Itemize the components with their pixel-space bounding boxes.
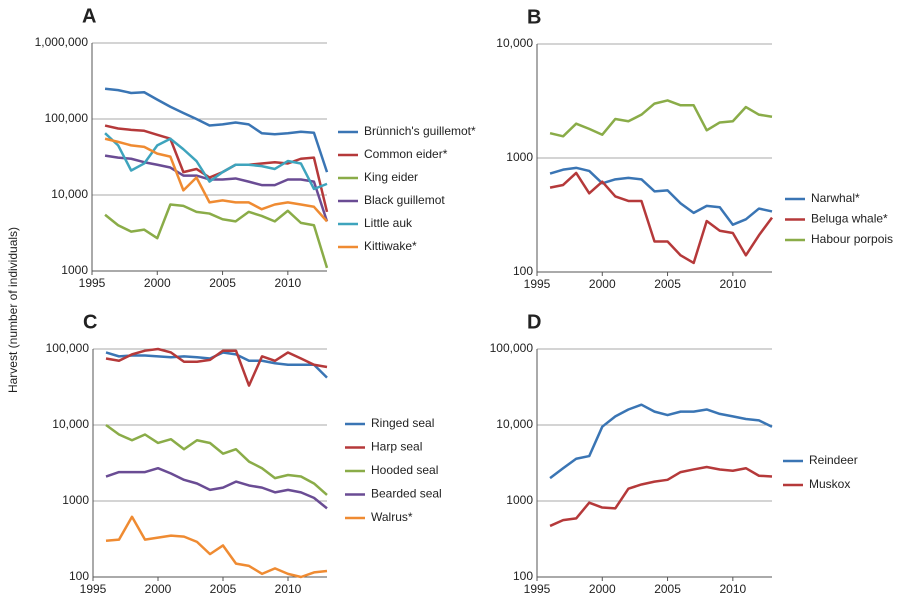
x-tick-label: 2010	[274, 276, 301, 290]
line	[549, 403, 773, 480]
legend-label: Black guillemot	[364, 193, 445, 207]
panel-label: B	[527, 6, 541, 28]
y-tick-label: 10,000	[51, 187, 88, 201]
y-tick-label: 1000	[506, 493, 533, 507]
legend-label: Ringed seal	[371, 416, 434, 430]
y-tick-label: 1,000,000	[35, 35, 89, 49]
legend-label: Brünnich's guillemot*	[364, 124, 476, 138]
y-tick-label: 100,000	[45, 111, 89, 125]
x-tick-label: 2010	[719, 277, 746, 291]
line	[549, 99, 773, 138]
line	[104, 137, 328, 223]
y-tick-label: 100	[69, 569, 89, 583]
legend-label: Harp seal	[371, 440, 422, 454]
line	[105, 515, 328, 579]
x-tick-label: 2005	[654, 582, 681, 596]
legend-label: Muskox	[809, 477, 850, 491]
x-tick-label: 1995	[524, 277, 551, 291]
legend-label: Narwhal*	[811, 191, 860, 205]
legend-label: Beluga whale*	[811, 212, 888, 226]
x-tick-label: 2010	[719, 582, 746, 596]
y-axis-label: Harvest (number of individuals)	[6, 227, 20, 393]
x-tick-label: 2000	[145, 582, 172, 596]
y-tick-label: 1000	[62, 493, 89, 507]
line	[105, 466, 328, 510]
legend-label: Common eider*	[364, 147, 448, 161]
line	[104, 154, 329, 222]
legend-label: Hooded seal	[371, 463, 438, 477]
y-tick-label: 10,000	[52, 417, 89, 431]
x-tick-label: 2010	[275, 582, 302, 596]
line	[549, 465, 773, 528]
x-tick-label: 2000	[589, 582, 616, 596]
x-tick-label: 1995	[524, 582, 551, 596]
y-tick-label: 100,000	[46, 341, 90, 355]
legend-label: Kittiwake*	[364, 239, 417, 253]
x-tick-label: 2005	[209, 276, 236, 290]
y-tick-label: 10,000	[496, 36, 533, 50]
line	[104, 87, 329, 173]
panel-label: A	[82, 5, 96, 27]
legend-label: Little auk	[364, 216, 413, 230]
legend-label: King eider	[364, 170, 418, 184]
x-tick-label: 1995	[79, 276, 106, 290]
legend-label: Reindeer	[809, 453, 858, 467]
line	[105, 423, 328, 496]
x-tick-label: 2005	[210, 582, 237, 596]
line	[105, 347, 328, 387]
y-tick-label: 100,000	[490, 341, 534, 355]
x-tick-label: 2000	[589, 277, 616, 291]
panel-label: C	[83, 311, 97, 333]
line	[549, 171, 774, 265]
legend-label: Walrus*	[371, 510, 413, 524]
line	[104, 124, 329, 213]
y-tick-label: 100	[513, 264, 533, 278]
x-tick-label: 2005	[654, 277, 681, 291]
y-tick-label: 100	[513, 569, 533, 583]
y-tick-label: 1000	[61, 263, 88, 277]
x-tick-label: 1995	[80, 582, 107, 596]
y-tick-label: 1000	[506, 150, 533, 164]
line	[104, 132, 328, 191]
y-tick-label: 10,000	[496, 417, 533, 431]
line	[104, 203, 329, 269]
legend-label: Bearded seal	[371, 487, 442, 501]
panel-label: D	[527, 311, 541, 333]
legend-label: Habour porpois	[811, 232, 893, 246]
line	[549, 166, 773, 226]
x-tick-label: 2000	[144, 276, 171, 290]
